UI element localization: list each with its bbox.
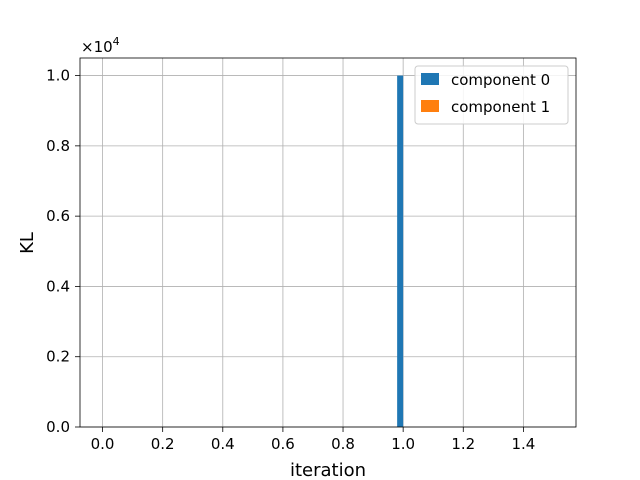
y-tick-label: 0.2 [46, 348, 70, 366]
y-tick-label: 0.6 [46, 207, 70, 225]
legend-label-component-1: component 1 [451, 98, 550, 116]
y-axis-ticks: 0.0 0.2 0.4 0.6 0.8 1.0 [46, 67, 80, 436]
x-tick-label: 1.4 [511, 435, 535, 453]
x-tick-label: 0.6 [271, 435, 295, 453]
legend-box [414, 65, 569, 125]
legend-swatch-component-1 [421, 100, 439, 112]
bars [397, 75, 404, 428]
legend-label-component-0: component 0 [451, 71, 550, 89]
x-tick-label: 0.8 [331, 435, 355, 453]
x-tick-label: 1.2 [451, 435, 475, 453]
bar-component-0-x-1 [397, 75, 404, 428]
legend: component 0 component 1 [414, 65, 569, 125]
x-tick-label: 0.4 [211, 435, 235, 453]
y-tick-label: 0.4 [46, 277, 70, 295]
x-tick-label: 0.2 [151, 435, 175, 453]
legend-swatch-component-0 [421, 73, 439, 85]
y-tick-label: 0.0 [46, 418, 70, 436]
y-tick-label: 0.8 [46, 137, 70, 155]
y-tick-label: 1.0 [46, 67, 70, 85]
x-tick-label: 0.0 [91, 435, 115, 453]
plot-frame [79, 57, 577, 428]
x-tick-label: 1.0 [391, 435, 415, 453]
x-axis-label: iteration [290, 460, 366, 480]
y-axis-label: KL [17, 232, 38, 254]
y-axis-multiplier: ×104 [81, 35, 120, 56]
x-axis-ticks: 0.0 0.2 0.4 0.6 0.8 1.0 1.2 1.4 [91, 427, 535, 453]
